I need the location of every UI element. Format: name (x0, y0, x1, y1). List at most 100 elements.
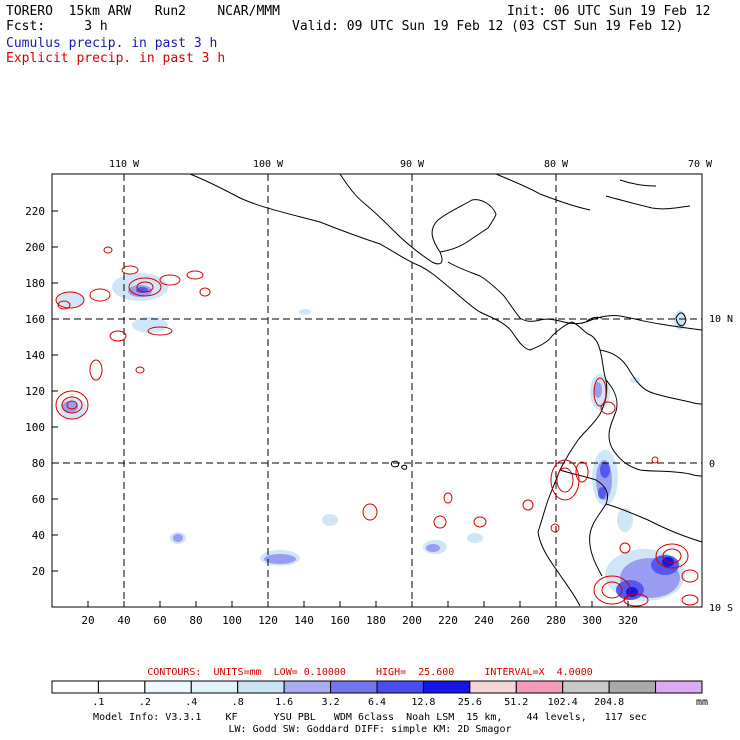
colorbar-swatch (515, 680, 564, 694)
lon-label: 70 W (688, 159, 713, 170)
explicit-contours (55, 246, 699, 607)
colorbar-swatch (190, 680, 239, 694)
colorbar-value: .1 (92, 697, 105, 708)
contour (556, 467, 574, 493)
precip-patch (56, 292, 84, 308)
contour (651, 456, 659, 464)
lat-labels: 10 N 0 10 S (709, 314, 733, 614)
y-axis-ticks (52, 210, 58, 572)
precip-patch (426, 544, 440, 552)
model-title: TORERO 15km ARW Run2 NCAR/MMM (6, 4, 280, 19)
colorbar-swatch (237, 680, 285, 694)
island (605, 195, 691, 210)
contour (147, 326, 173, 336)
x-axis-ticks (87, 601, 629, 607)
x-tick-label: 260 (510, 614, 530, 627)
lon-label: 110 W (109, 159, 140, 170)
y-tick-label: 20 (32, 565, 45, 578)
x-tick-label: 80 (189, 614, 202, 627)
island (619, 179, 657, 187)
border (599, 349, 703, 405)
border (605, 379, 703, 477)
colorbar-swatch (422, 680, 471, 694)
y-tick-label: 60 (32, 493, 45, 506)
precip-patch (594, 382, 602, 398)
colorbar-swatch (655, 680, 703, 694)
colorbar-value: 102.4 (547, 697, 578, 708)
colorbar-swatch (97, 680, 146, 694)
colorbar-swatch (283, 680, 332, 694)
island (391, 460, 399, 468)
island (675, 312, 687, 327)
x-tick-label: 100 (222, 614, 242, 627)
contour (103, 246, 113, 254)
contour (681, 569, 699, 583)
colorbar (51, 680, 703, 694)
x-tick-label: 180 (366, 614, 386, 627)
init-time: Init: 06 UTC Sun 19 Feb 12 (507, 4, 711, 19)
precip-patch (322, 514, 338, 526)
lat-label: 0 (709, 459, 715, 470)
contour (655, 543, 689, 569)
cumulus-shading (56, 273, 686, 601)
colorbar-swatch (51, 680, 99, 694)
coastlines (189, 173, 703, 607)
precip-patch (617, 508, 633, 532)
y-tick-label: 140 (25, 349, 45, 362)
colorbar-value: 1.6 (275, 697, 294, 708)
colorbar-swatch (376, 680, 424, 694)
contour (681, 594, 699, 606)
contour (57, 300, 71, 310)
precip-patch (600, 462, 610, 478)
contour (433, 515, 447, 529)
precip-patch (132, 317, 168, 333)
x-tick-label: 200 (402, 614, 422, 627)
contour (662, 548, 682, 564)
contour (593, 377, 607, 407)
y-tick-label: 200 (25, 241, 45, 254)
x-tick-label: 160 (330, 614, 350, 627)
model-info: Model Info: V3.3.1 KF YSU PBL WDM 6class… (93, 712, 647, 723)
precip-patch (299, 309, 311, 315)
contour (619, 542, 631, 554)
colorbar-value: .8 (231, 697, 244, 708)
forecast-hour: Fcst: 3 h (6, 19, 108, 34)
contour (593, 575, 631, 605)
colorbar-value: .2 (138, 697, 151, 708)
y-tick-label: 100 (25, 421, 45, 434)
lat-label: 10 S (709, 603, 733, 614)
contour (55, 390, 89, 420)
island (495, 173, 591, 211)
y-tick-label: 180 (25, 277, 45, 290)
colorbar-value: 12.8 (411, 697, 436, 708)
contour (443, 492, 453, 504)
colorbar-value: 6.4 (367, 697, 387, 708)
contour (121, 265, 139, 275)
coastline (189, 173, 608, 607)
contour (66, 400, 78, 410)
x-tick-label: 140 (294, 614, 314, 627)
colorbar-swatch (469, 680, 517, 694)
lon-labels: 110 W 100 W 90 W 80 W 70 W (109, 159, 713, 170)
y-tick-label: 160 (25, 313, 45, 326)
x-tick-label: 20 (81, 614, 94, 627)
contour (136, 281, 154, 293)
precip-patch (173, 534, 183, 542)
contour (550, 523, 560, 533)
colorbar-value: 25.6 (457, 697, 482, 708)
contour (601, 581, 623, 599)
colorbar-value: .4 (185, 697, 198, 708)
contour (159, 274, 181, 286)
x-tick-labels: 20 40 60 80 100 120 140 160 180 200 220 240 260 280 30… (81, 614, 638, 627)
contour (89, 288, 111, 302)
contour (600, 401, 616, 415)
x-tick-label: 240 (474, 614, 494, 627)
x-tick-label: 320 (618, 614, 638, 627)
contour (128, 277, 162, 297)
colorbar-value: 51.2 (504, 697, 529, 708)
y-tick-label: 80 (32, 457, 45, 470)
lon-label: 100 W (253, 159, 284, 170)
coastline (339, 173, 497, 265)
coastline (585, 315, 703, 331)
